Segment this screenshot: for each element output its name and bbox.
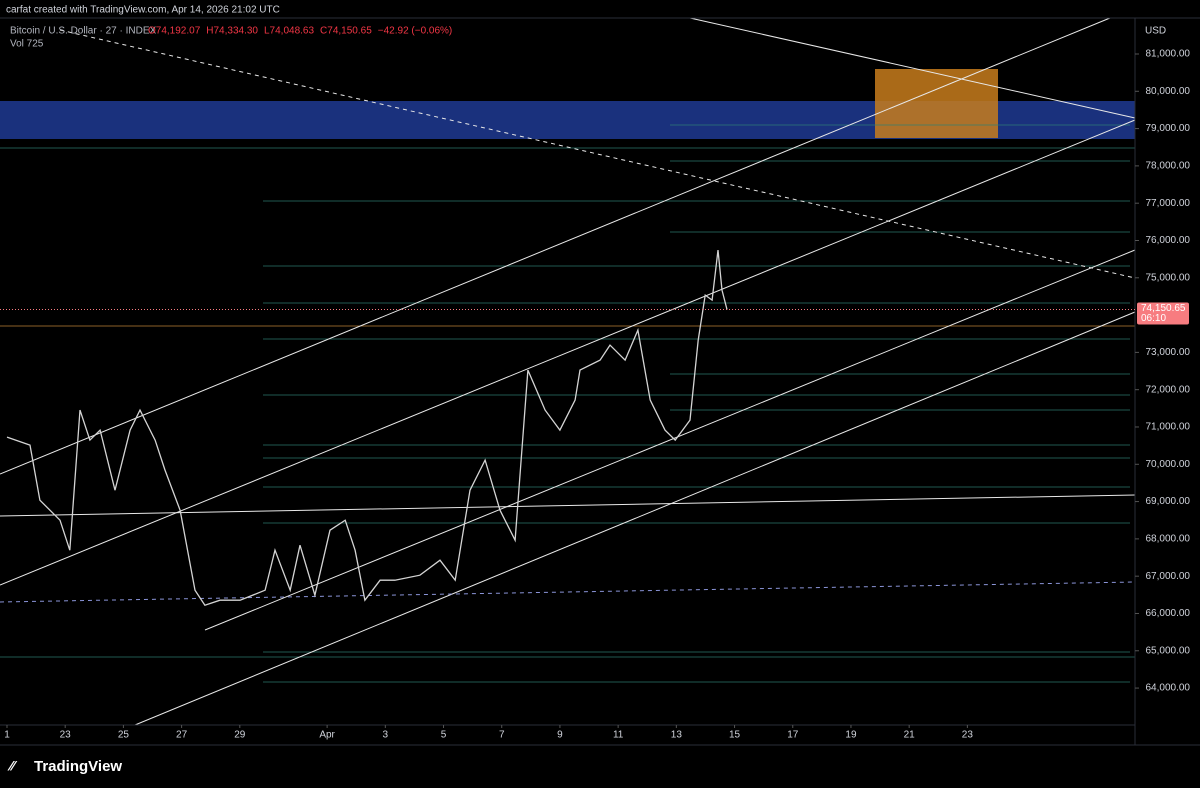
x-tick-label: 29 bbox=[234, 730, 246, 741]
x-tick-label: 3 bbox=[383, 730, 389, 741]
y-tick-label: 73,000.00 bbox=[1146, 347, 1191, 358]
currency: USD bbox=[1145, 26, 1166, 37]
ohlc-value: H74,334.30 bbox=[206, 26, 258, 37]
x-tick-label: 9 bbox=[557, 730, 563, 741]
y-tick-label: 71,000.00 bbox=[1146, 422, 1191, 433]
y-tick-label: 65,000.00 bbox=[1146, 645, 1191, 656]
ohlc-value: −42.92 (−0.06%) bbox=[378, 26, 453, 37]
x-tick-label: 19 bbox=[845, 730, 857, 741]
y-tick-label: 75,000.00 bbox=[1146, 272, 1191, 283]
x-tick-label: 11 bbox=[613, 730, 624, 741]
y-tick-label: 76,000.00 bbox=[1146, 235, 1191, 246]
last-price-tag bbox=[1137, 302, 1189, 325]
countdown: 06:10 bbox=[1141, 313, 1166, 324]
y-tick-label: 66,000.00 bbox=[1146, 608, 1191, 619]
y-tick-label: 78,000.00 bbox=[1146, 161, 1191, 172]
x-tick-label: 23 bbox=[60, 730, 72, 741]
x-tick-label: 7 bbox=[499, 730, 505, 741]
trend-lines bbox=[0, 17, 1136, 726]
x-tick-label: 5 bbox=[441, 730, 447, 741]
y-tick-label: 77,000.00 bbox=[1146, 198, 1191, 209]
price-line bbox=[6, 250, 728, 606]
x-tick-label: 21 bbox=[904, 730, 916, 741]
x-tick-label: 13 bbox=[671, 730, 683, 741]
ohlc-value: L74,048.63 bbox=[264, 26, 314, 37]
target-box bbox=[875, 69, 998, 138]
y-tick-label: 70,000.00 bbox=[1146, 459, 1191, 470]
ohlc-value: C74,150.65 bbox=[320, 26, 372, 37]
y-tick-label: 68,000.00 bbox=[1146, 534, 1191, 545]
y-tick-label: 64,000.00 bbox=[1146, 683, 1191, 694]
y-tick-label: 67,000.00 bbox=[1146, 571, 1191, 582]
y-tick-label: 80,000.00 bbox=[1146, 86, 1191, 97]
x-tick-label: 27 bbox=[176, 730, 188, 741]
x-tick-label: 25 bbox=[118, 730, 130, 741]
header: carfat created with TradingView.com, Apr… bbox=[6, 5, 280, 16]
y-tick-label: 79,000.00 bbox=[1146, 123, 1191, 134]
x-tick-label: 1 bbox=[4, 730, 10, 741]
fib-levels bbox=[0, 124, 1135, 683]
x-tick-label: 23 bbox=[962, 730, 974, 741]
brand-name: TradingView bbox=[34, 758, 122, 775]
x-tick-label: 15 bbox=[729, 730, 741, 741]
brand-logo: ⁄⁄ bbox=[7, 758, 17, 774]
y-tick-label: 69,000.00 bbox=[1146, 496, 1191, 507]
last-price-label: 74,150.65 bbox=[1141, 303, 1186, 314]
brand: ⁄⁄ TradingView bbox=[7, 758, 122, 775]
symbol: Bitcoin / U.S. Dollar · 27 · INDEX bbox=[10, 26, 156, 37]
volume-label: Vol 725 bbox=[10, 39, 44, 50]
y-tick-label: 72,000.00 bbox=[1146, 384, 1191, 395]
x-tick-label: 17 bbox=[787, 730, 799, 741]
ohlc-value: O74,192.07 bbox=[148, 26, 201, 37]
x-tick-label: Apr bbox=[319, 730, 335, 741]
y-tick-label: 81,000.00 bbox=[1146, 49, 1191, 60]
